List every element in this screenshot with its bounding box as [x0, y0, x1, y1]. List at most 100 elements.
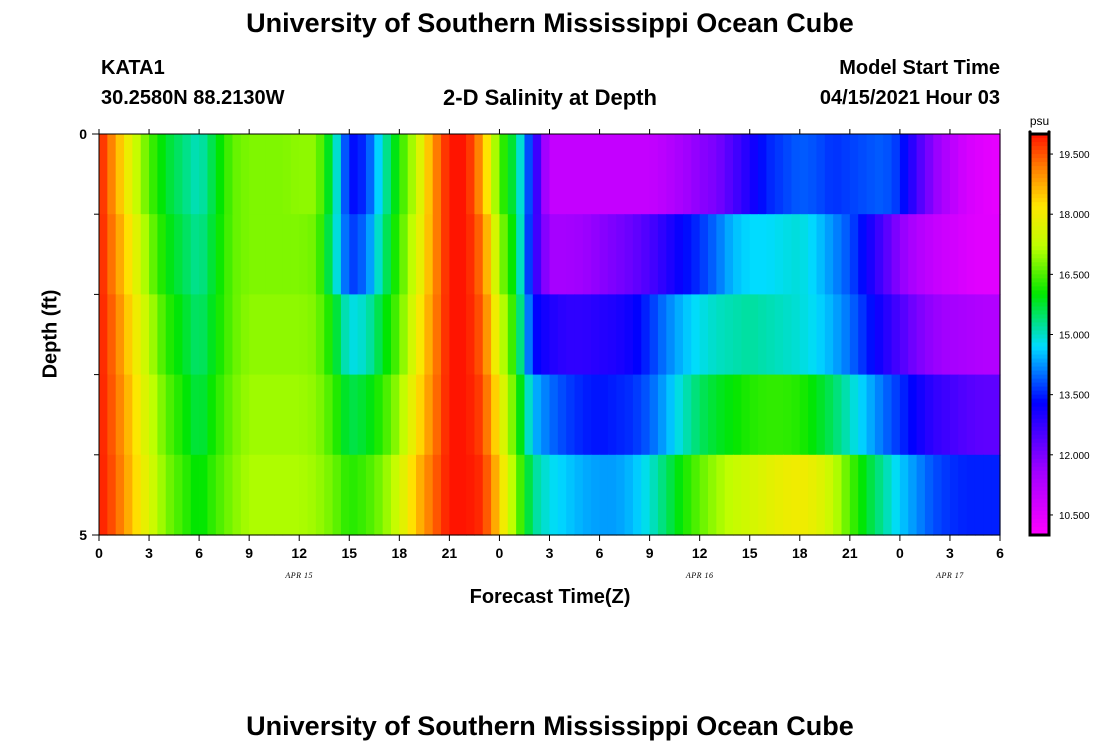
heatmap-cell [149, 454, 158, 536]
heatmap-cell [407, 454, 417, 536]
heatmap-cell [524, 214, 534, 295]
heatmap-cell [382, 294, 392, 376]
heatmap-cell [724, 134, 734, 215]
heatmap-cell [215, 134, 225, 215]
heatmap-cell [916, 214, 926, 295]
colorbar-segment [1030, 422, 1049, 428]
heatmap-cell [432, 214, 442, 295]
colorbar-segment [1030, 518, 1049, 524]
heatmap-cell [716, 374, 726, 456]
heatmap-cell [482, 214, 492, 295]
colorbar-segment [1030, 350, 1049, 356]
heatmap-cell [441, 374, 450, 456]
heatmap-cell [432, 454, 442, 536]
heatmap-cell [849, 134, 859, 215]
heatmap-cell [724, 374, 734, 456]
heatmap-cell [983, 374, 993, 456]
heatmap-cell [974, 134, 984, 215]
heatmap-cell [224, 214, 234, 295]
heatmap-cell [99, 214, 108, 295]
heatmap-cell [616, 374, 626, 456]
colorbar-segment [1030, 478, 1049, 484]
heatmap-cell [499, 294, 509, 376]
heatmap-cell [649, 294, 659, 376]
heatmap-cell [716, 214, 726, 295]
heatmap-cell [449, 454, 459, 536]
heatmap-cell [416, 214, 425, 295]
heatmap-cell [449, 214, 459, 295]
heatmap-cell [382, 214, 392, 295]
heatmap-cell [874, 134, 884, 215]
colorbar-segment [1030, 378, 1049, 384]
heatmap-cell [858, 454, 868, 536]
heatmap-cell [457, 134, 467, 215]
heatmap-cell [766, 454, 776, 536]
heatmap-cell [282, 374, 292, 456]
heatmap-cell [199, 214, 209, 295]
colorbar-segment [1030, 486, 1049, 492]
x-tick-label: 12 [691, 545, 708, 561]
heatmap-cell [941, 134, 951, 215]
heatmap-cell [140, 214, 150, 295]
colorbar-tick-label: 16.500 [1059, 270, 1090, 281]
colorbar-segment [1030, 354, 1049, 360]
heatmap-cell [174, 374, 184, 456]
heatmap-cell [783, 134, 793, 215]
heatmap-cell [249, 214, 259, 295]
heatmap-cell [482, 134, 492, 215]
heatmap-cell [891, 214, 901, 295]
colorbar-unit: psu [1030, 114, 1049, 128]
heatmap-cell [866, 454, 876, 536]
colorbar-segment [1030, 390, 1049, 396]
heatmap-cell [332, 374, 342, 456]
heatmap-cell [958, 294, 968, 376]
heatmap-cell [157, 454, 167, 536]
heatmap-cell [682, 214, 692, 295]
heatmap-cell [516, 294, 526, 376]
heatmap-cell [282, 454, 292, 536]
heatmap-cell [257, 374, 267, 456]
heatmap-cell [507, 454, 517, 536]
heatmap-cell [390, 294, 400, 376]
heatmap-cell [899, 134, 909, 215]
heatmap-cell [516, 374, 526, 456]
colorbar-segment [1030, 318, 1049, 324]
heatmap-cell [958, 214, 968, 295]
heatmap-cell [299, 454, 309, 536]
colorbar-segment [1030, 146, 1049, 151]
heatmap-cell [449, 374, 459, 456]
heatmap-cell [607, 134, 617, 215]
colorbar-segment [1030, 370, 1049, 376]
colorbar-segment [1030, 302, 1049, 308]
heatmap-cell [332, 454, 342, 536]
heatmap-cell [416, 134, 425, 215]
heatmap-cell [132, 214, 142, 295]
heatmap-cell [149, 374, 158, 456]
heatmap-cell [874, 214, 884, 295]
colorbar-segment [1030, 178, 1049, 183]
colorbar-segment [1030, 490, 1049, 496]
y-tick-label: 0 [79, 126, 87, 142]
heatmap-cell [165, 374, 175, 456]
heatmap-cell [541, 134, 551, 215]
heatmap-cell [682, 134, 692, 215]
heatmap-cell [407, 134, 417, 215]
date-label: APR 15 [285, 571, 314, 580]
heatmap-cell [674, 214, 684, 295]
heatmap-cell [149, 294, 158, 376]
heatmap-cell [407, 214, 417, 295]
heatmap-cell [441, 214, 450, 295]
heatmap-cell [99, 294, 108, 376]
heatmap-cell [407, 294, 417, 376]
heatmap-cell [666, 454, 676, 536]
heatmap-cell [858, 214, 868, 295]
heatmap-cell [199, 374, 209, 456]
heatmap-cell [733, 134, 742, 215]
heatmap-cell [657, 454, 667, 536]
colorbar-segment [1030, 186, 1049, 191]
heatmap-cell [290, 294, 300, 376]
heatmap-cell [566, 454, 576, 536]
colorbar-segment [1030, 358, 1049, 364]
colorbar-segment [1030, 246, 1049, 251]
heatmap-cell [674, 294, 684, 376]
